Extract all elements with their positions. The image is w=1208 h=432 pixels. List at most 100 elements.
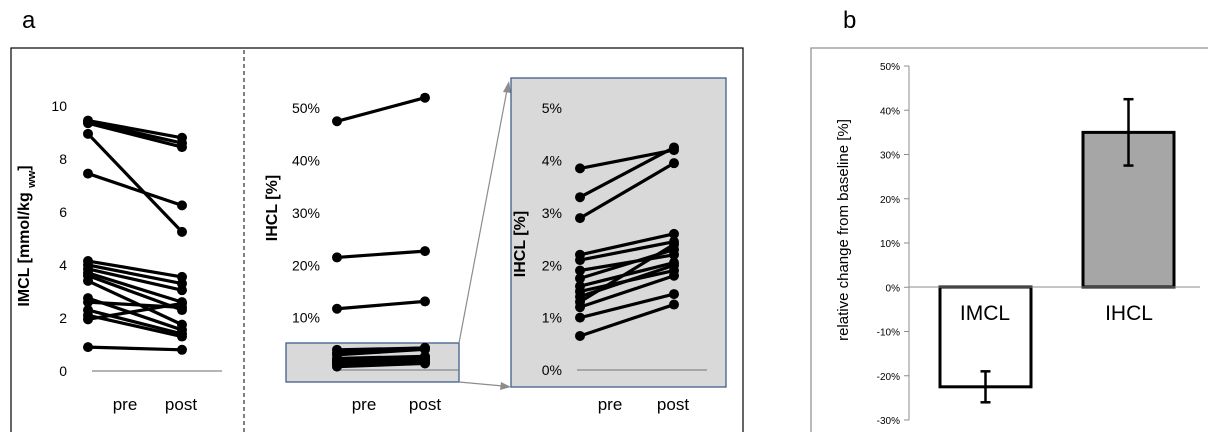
imcl-pre-point: [83, 128, 93, 139]
ihcl-subject-line: [336, 249, 426, 260]
zoom-subject-line: [579, 242, 675, 304]
ihcl-x-label-pre: pre: [352, 395, 377, 414]
imcl-pre-point: [83, 118, 93, 129]
bar-y-tick-label: 0%: [886, 283, 901, 294]
ihcl-pre-point: [332, 252, 342, 263]
zoom-post-point: [669, 228, 679, 239]
imcl-post-point: [177, 226, 187, 237]
bar-y-axis-title: relative change from baseline [%]: [835, 119, 852, 341]
imcl-y-axis-ticks: 0 2 4 6 8 10: [51, 98, 67, 379]
bar-y-tick-label: 10%: [880, 239, 900, 250]
bar-label-imcl: IMCL: [960, 302, 1010, 325]
imcl-subject-line: [87, 259, 183, 279]
zoom-subject-line: [579, 303, 675, 338]
imcl-subject-line: [87, 121, 183, 149]
ihcl-subject-line: [336, 96, 426, 123]
imcl-y-tick-label: 2: [59, 310, 67, 326]
zoom-pre-point: [575, 213, 585, 224]
imcl-subject-line: [87, 263, 183, 286]
zoom-post-point: [669, 270, 679, 281]
panel-label-b: b: [843, 7, 856, 34]
zoom-x-label-pre: pre: [598, 395, 623, 414]
zoom-post-point: [669, 260, 679, 271]
ihcl-y-axis-title: IHCL [%]: [264, 175, 281, 241]
bar-y-tick-label: -10%: [877, 328, 900, 339]
zoom-y-axis-ticks: 0% 1% 2% 3% 4% 5%: [542, 100, 562, 378]
imcl-subject-line: [86, 132, 184, 233]
bar-y-tick-label: 30%: [880, 151, 900, 162]
ihcl-y-tick-label: 30%: [292, 205, 320, 221]
ihcl-y-axis-ticks: 0%10%20%30%40%50%: [292, 100, 320, 378]
imcl-pre-point: [83, 314, 93, 325]
zoom-panel-frame: [510, 77, 727, 388]
zoom-post-point: [669, 299, 679, 310]
ihcl-pre-point: [332, 361, 342, 372]
zoom-connector-bottom: [458, 381, 504, 387]
imcl-subject-line: [87, 345, 183, 352]
imcl-subject-line: [87, 172, 183, 207]
imcl-y-tick-label: 10: [51, 98, 67, 114]
zoom-pre-point: [575, 312, 585, 323]
ihcl-series: [332, 92, 430, 372]
ihcl-pre-point: [332, 116, 342, 127]
imcl-pre-point: [83, 275, 93, 286]
zoom-y-tick-label: 5%: [542, 100, 562, 116]
ihcl-subject-line: [336, 347, 426, 357]
ihcl-paired-plot: 0%10%20%30%40%50% IHCL [%] pre post: [264, 92, 460, 414]
zoom-subject-line: [579, 292, 675, 320]
ihcl-subject-line: [336, 361, 426, 369]
zoom-y-tick-label: 2%: [542, 257, 562, 273]
ihcl-post-point: [420, 344, 430, 355]
zoom-pre-point: [575, 192, 585, 203]
zoom-subject-line: [579, 146, 675, 199]
ihcl-y-tick-label: 10%: [292, 310, 320, 326]
imcl-y-tick-label: 4: [59, 257, 67, 273]
imcl-subject-line: [87, 119, 183, 140]
zoom-pre-point: [575, 163, 585, 174]
bar-y-tick-label: 50%: [880, 62, 900, 73]
zoom-x-label-post: post: [657, 395, 689, 414]
zoom-connector-top: [458, 89, 508, 344]
imcl-post-point: [177, 200, 187, 211]
bar-y-tick-label: -20%: [877, 372, 900, 383]
zoom-arrowhead-bottom: [500, 382, 511, 390]
zoom-subject-line: [579, 240, 675, 262]
ihcl-pre-point: [332, 303, 342, 314]
ihcl-y-tick-label: 20%: [292, 257, 320, 273]
bar-y-tick-label: 20%: [880, 195, 900, 206]
ihcl-y-tick-label: 50%: [292, 100, 320, 116]
ihcl-y-tick-label: 40%: [292, 153, 320, 169]
imcl-subject-line: [87, 271, 183, 304]
imcl-y-tick-label: 8: [59, 151, 67, 167]
zoom-connectors: [458, 81, 511, 390]
bar-y-tick-label: -30%: [877, 416, 900, 427]
zoom-pre-point: [575, 273, 585, 284]
panel-label-a: a: [22, 7, 36, 34]
imcl-paired-plot: 0 2 4 6 8 10 IMCL [mmol/kg ww] pre post: [16, 98, 222, 414]
zoom-subject-line: [579, 274, 675, 309]
zoom-post-point: [669, 158, 679, 169]
zoom-post-point: [669, 289, 679, 300]
imcl-pre-point: [83, 342, 93, 353]
ihcl-subject-line: [336, 346, 426, 355]
imcl-post-point: [177, 298, 187, 309]
ihcl-post-point: [420, 358, 430, 369]
zoom-y-axis-title: IHCL [%]: [512, 211, 529, 277]
zoom-pre-point: [575, 255, 585, 266]
imcl-subject-line: [87, 274, 183, 312]
zoom-y-tick-label: 4%: [542, 153, 562, 169]
bar-error-bars: [980, 97, 1134, 404]
imcl-pre-point: [83, 168, 93, 179]
imcl-post-point: [177, 331, 187, 342]
bar-series: [938, 130, 1176, 389]
panel-a-frame: [10, 47, 744, 432]
imcl-series: [83, 115, 187, 355]
imcl-y-tick-label: 0: [59, 363, 67, 379]
bar-ihcl: [1081, 130, 1176, 289]
imcl-y-axis-title: IMCL [mmol/kg ww]: [16, 165, 38, 306]
zoom-subject-line: [579, 232, 675, 257]
imcl-subject-line: [87, 301, 183, 321]
zoom-y-tick-label: 0%: [542, 362, 562, 378]
panel-b-frame: [810, 47, 1208, 432]
